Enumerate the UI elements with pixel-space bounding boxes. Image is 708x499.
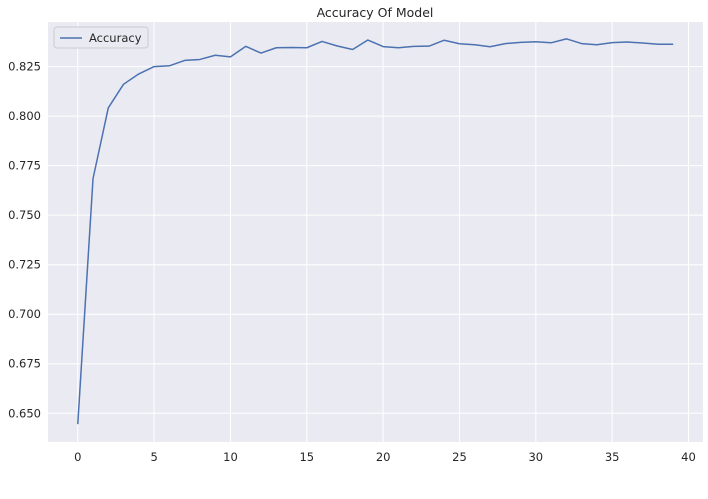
y-tick-label: 0.700 [8,307,41,321]
y-tick-label: 0.800 [8,109,41,123]
series-lines [77,38,674,425]
series-line-accuracy [77,38,674,425]
x-tick-label: 35 [605,450,620,464]
chart-title: Accuracy Of Model [317,5,434,20]
legend-label: Accuracy [89,31,142,45]
x-tick-label: 10 [223,450,238,464]
plot-background [48,22,703,442]
x-tick-label: 30 [528,450,543,464]
y-tick-label: 0.775 [8,159,41,173]
legend: Accuracy [53,26,149,49]
y-tick-label: 0.675 [8,357,41,371]
tick-labels: 0 5 10 15 20 25 30 35 40 0.650 0.675 0.700 0.725 0.75… [8,60,696,464]
y-tick-label: 0.750 [8,208,41,222]
x-tick-label: 40 [681,450,696,464]
x-tick-label: 5 [150,450,157,464]
x-tick-label: 25 [452,450,467,464]
x-tick-label: 0 [74,450,81,464]
y-tick-label: 0.650 [8,406,41,420]
y-tick-label: 0.825 [8,60,41,74]
legend-box [53,26,149,49]
x-tick-label: 15 [299,450,314,464]
y-tick-label: 0.725 [8,258,41,272]
grid-lines [48,22,703,442]
x-tick-label: 20 [376,450,391,464]
